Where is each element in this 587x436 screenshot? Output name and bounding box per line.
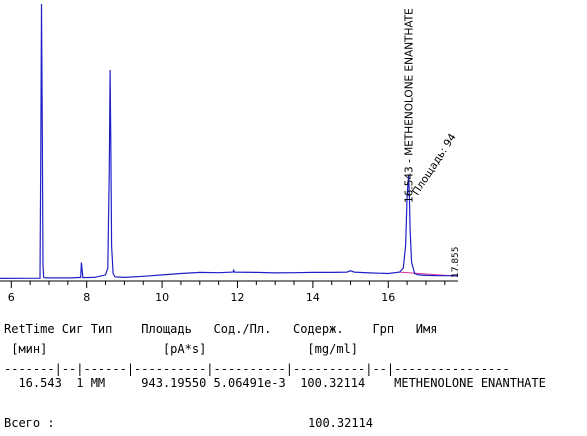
chromatogram: 6 8 10 12 14 16 16.543 - METHENOLONE ENANTHAT… <box>0 3 461 304</box>
report-peak-row: 16.543 1 MM 943.19550 5.06491e-3 100.321… <box>4 376 546 390</box>
peak-label: 16.543 - METHENOLONE ENANTHATE <box>404 8 416 203</box>
x-tick-label: 10 <box>155 291 169 304</box>
report-total-value: 100.32114 <box>308 416 374 430</box>
report-separator: -------|--|------|----------|----------|… <box>4 362 510 376</box>
peak-area-label: Площадь: 94 <box>410 131 459 197</box>
x-tick-label: 6 <box>8 291 15 304</box>
signal-trace <box>0 3 458 279</box>
x-ticks: 6 8 10 12 14 16 <box>8 281 446 304</box>
report-total-label: Всего : <box>4 416 55 430</box>
peak-label-clipped: 17.855 <box>451 247 461 279</box>
x-tick-label: 16 <box>381 291 395 304</box>
x-tick-label: 14 <box>306 291 320 304</box>
peak-report: RetTime Сиг Тип Площадь Сод./Пл. Содерж.… <box>0 318 587 436</box>
report-units-row: [мин] [pA*s] [mg/ml] <box>4 342 359 356</box>
x-tick-label: 12 <box>230 291 244 304</box>
x-tick-label: 8 <box>83 291 90 304</box>
report-header-row: RetTime Сиг Тип Площадь Сод./Пл. Содерж.… <box>4 322 438 336</box>
